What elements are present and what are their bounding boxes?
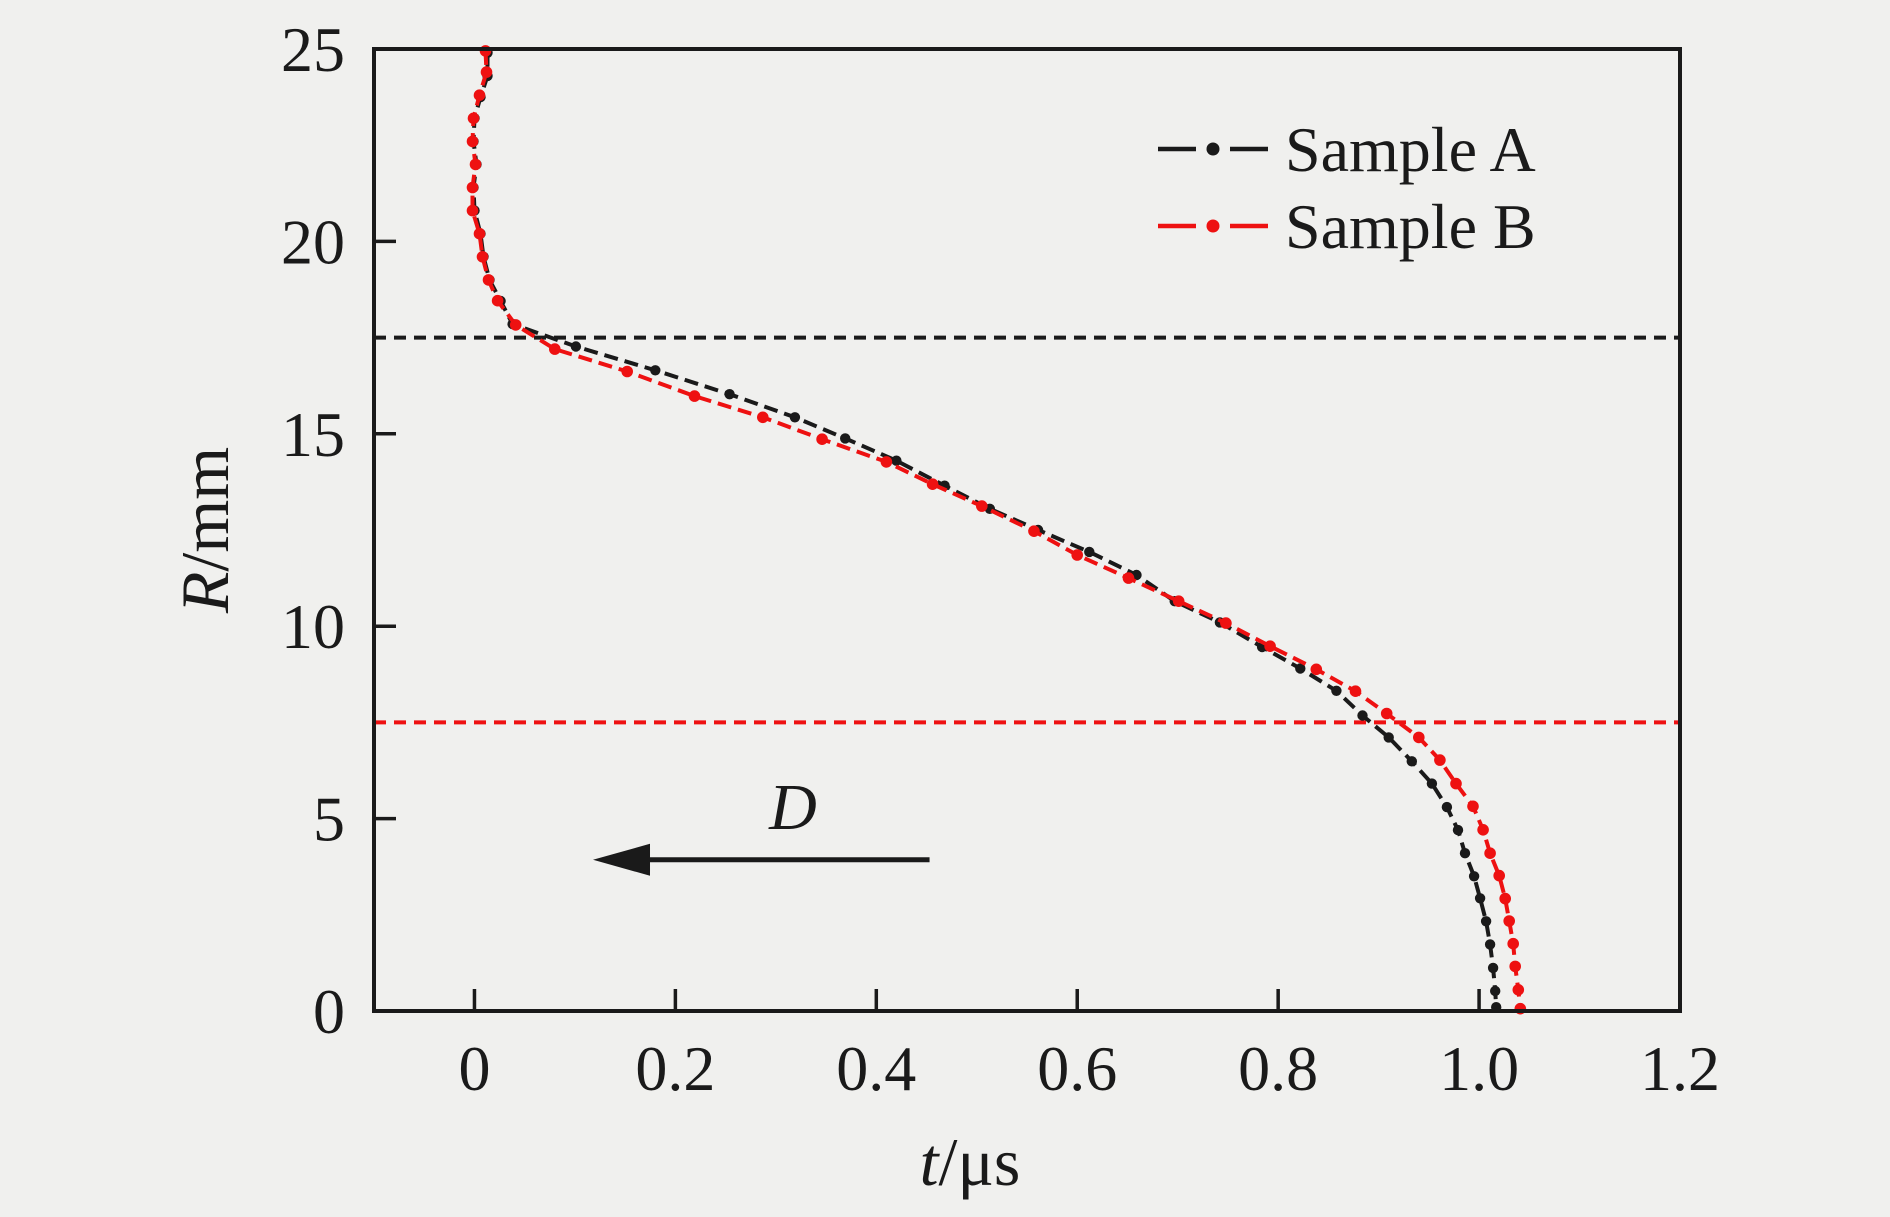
data-point [840, 433, 851, 444]
data-point [473, 89, 486, 101]
data-point [880, 456, 893, 468]
data-point [1084, 546, 1095, 558]
data-point [1477, 824, 1489, 836]
y-tick-label: 0 [313, 976, 345, 1047]
x-tick-label: 0 [458, 1033, 490, 1104]
data-point [1295, 663, 1306, 674]
data-point [480, 66, 493, 78]
y-tick-label: 25 [281, 14, 345, 85]
data-point [1503, 915, 1515, 927]
detonation-direction-annotation: D [593, 771, 930, 876]
data-point [473, 227, 486, 240]
x-axis-title: t/μs [920, 1124, 1021, 1200]
data-point [1406, 756, 1418, 767]
data-point [1071, 549, 1083, 561]
data-point [1487, 962, 1499, 974]
data-point [570, 341, 582, 352]
data-point [1028, 525, 1040, 537]
data-point [466, 135, 479, 148]
data-point [1450, 777, 1462, 790]
legend: Sample A Sample B [1158, 114, 1536, 262]
series-layer [466, 45, 1527, 1015]
data-point [1512, 984, 1525, 996]
y-axis-ticks: 0 5 10 15 20 25 [281, 14, 396, 1047]
legend-marker-sample-a [1206, 142, 1220, 156]
data-point [1484, 939, 1496, 950]
data-point [891, 455, 902, 466]
data-point [757, 411, 769, 424]
data-point [476, 250, 489, 263]
data-point [621, 365, 633, 378]
data-point [1426, 778, 1438, 789]
data-point [688, 390, 701, 402]
data-point [1380, 707, 1393, 720]
data-point [1331, 685, 1342, 696]
legend-label-sample-b: Sample B [1285, 191, 1536, 262]
x-tick-label: 0.2 [635, 1033, 715, 1104]
data-point [1507, 937, 1519, 950]
data-point [1434, 754, 1446, 766]
legend-label-sample-a: Sample A [1285, 114, 1536, 185]
data-point [467, 112, 480, 125]
x-tick-label: 1.0 [1439, 1033, 1519, 1104]
data-point [1349, 685, 1362, 697]
data-point [1459, 848, 1471, 859]
y-axis-title: R/mm [167, 447, 243, 614]
data-point [789, 412, 801, 423]
data-point [1220, 617, 1232, 629]
y-tick-label: 20 [281, 206, 345, 277]
data-point [1490, 985, 1501, 997]
data-point [926, 478, 939, 491]
data-point [1122, 572, 1135, 584]
data-point [1467, 800, 1479, 813]
data-point [1413, 731, 1425, 744]
x-tick-label: 0.6 [1037, 1033, 1117, 1104]
plot-frame [372, 47, 1682, 1013]
data-point [1310, 663, 1323, 676]
x-tick-label: 0.8 [1238, 1033, 1318, 1104]
data-point [549, 343, 561, 355]
data-point [509, 319, 522, 331]
data-point [1357, 710, 1368, 721]
data-point [466, 204, 479, 217]
data-point [1172, 595, 1185, 607]
legend-entry-sample-b: Sample B [1158, 191, 1536, 262]
data-point [724, 389, 735, 400]
data-point [1493, 869, 1505, 882]
data-point [482, 274, 495, 286]
data-point [1480, 916, 1492, 927]
x-tick-label: 0.4 [836, 1033, 916, 1104]
data-point [1452, 824, 1464, 836]
data-point [1383, 732, 1394, 743]
y-tick-label: 10 [281, 591, 345, 662]
data-point [1468, 871, 1480, 882]
reference-lines [374, 335, 1680, 725]
x-axis-ticks: 0 0.2 0.4 0.6 0.8 1.0 1.2 [458, 989, 1720, 1104]
data-point [469, 158, 482, 171]
data-point [976, 500, 988, 512]
y-tick-label: 15 [281, 399, 345, 470]
data-point [816, 433, 828, 446]
data-point [491, 294, 504, 307]
data-point [650, 365, 661, 376]
legend-marker-sample-b [1206, 219, 1220, 233]
data-point [466, 181, 479, 194]
data-point [1474, 893, 1486, 904]
data-point [1509, 960, 1521, 973]
annotation-label: D [768, 771, 817, 844]
x-tick-label: 1.2 [1640, 1033, 1720, 1104]
y-tick-label: 5 [313, 784, 345, 855]
series-markers-sample-b [466, 45, 1527, 1015]
legend-entry-sample-a: Sample A [1158, 114, 1536, 185]
left-arrow-icon [593, 843, 651, 876]
data-point [1264, 640, 1276, 652]
data-point [1484, 847, 1496, 859]
data-point [1499, 892, 1511, 905]
data-point [1441, 801, 1453, 813]
